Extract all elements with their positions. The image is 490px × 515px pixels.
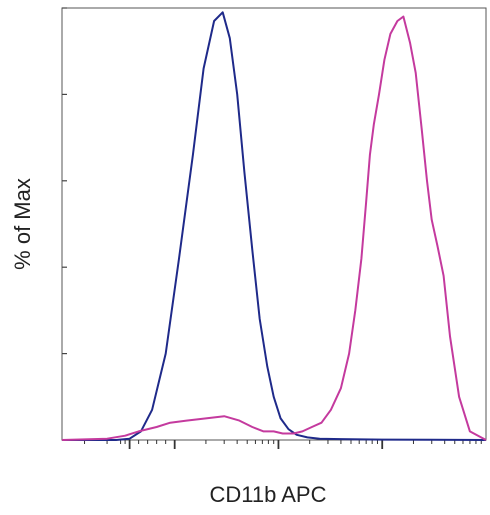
y-axis-label: % of Max [10,178,35,270]
plot-frame [61,7,487,441]
x-axis-label: CD11b APC [210,482,327,507]
histogram-line-series-2 [61,15,487,441]
y-axis-ticks [62,7,67,355]
series-layer [61,11,487,441]
histogram-line-series-1 [62,11,487,441]
x-axis-ticks [84,440,482,449]
